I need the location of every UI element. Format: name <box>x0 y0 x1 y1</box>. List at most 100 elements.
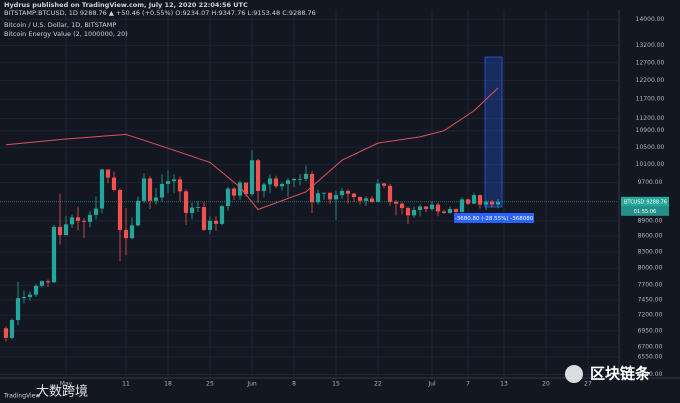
candle-body <box>171 179 177 182</box>
candle-body <box>27 294 33 297</box>
candle-body <box>225 188 231 207</box>
watermark: TradingView <box>3 393 40 400</box>
y-tick-label: 9700.00 <box>638 179 663 186</box>
y-tick-label: 11700.00 <box>636 96 665 103</box>
candle-body <box>39 281 45 286</box>
x-tick-label: 22 <box>374 381 382 388</box>
candle-body <box>165 181 171 184</box>
candle-body <box>267 178 273 185</box>
x-tick-label: Jun <box>246 381 257 388</box>
candle-body <box>303 173 309 179</box>
candle-body <box>111 177 117 190</box>
y-tick-label: 12200.00 <box>636 77 665 84</box>
candle-body <box>147 178 153 201</box>
y-tick-label: 11200.00 <box>636 115 665 122</box>
measure-box <box>484 56 503 208</box>
x-tick-label: 8 <box>292 381 296 388</box>
candle-body <box>135 200 141 226</box>
candle-body <box>273 178 279 187</box>
candle-body <box>321 192 327 194</box>
x-tick-label: 27 <box>584 381 592 388</box>
y-tick-label: 7450.00 <box>638 296 663 303</box>
candle-body <box>345 190 351 194</box>
x-tick-label: 18 <box>164 381 172 388</box>
candle-body <box>327 192 333 200</box>
candle-body <box>333 195 339 200</box>
y-tick-label: 10100.00 <box>636 161 665 168</box>
candle-body <box>387 185 393 202</box>
x-tick-label: May <box>60 381 73 388</box>
chart-title: Bitcoin / U.S. Dollar, 1D, BITSTAMP <box>4 21 116 29</box>
candle-body <box>87 214 93 222</box>
candle-body <box>417 206 423 210</box>
candle-body <box>249 160 255 195</box>
marks <box>0 87 618 342</box>
candle-body <box>21 296 27 299</box>
candle-body <box>129 225 135 239</box>
legend-entry: Bitcoin Energy Value (2, 1000000, 20) <box>4 30 128 38</box>
x-tick-label: 25 <box>206 381 214 388</box>
candle-body <box>15 298 21 321</box>
candle-body <box>483 201 489 205</box>
candle-body <box>297 178 303 180</box>
candle-body <box>471 195 477 204</box>
candle-body <box>123 229 129 239</box>
y-tick-label: 10500.00 <box>636 144 665 151</box>
x-tick-label: 7 <box>466 381 470 388</box>
candle-body <box>45 281 51 283</box>
price-label-value: 9288.76 <box>646 199 667 205</box>
candle-body <box>105 169 111 178</box>
candle-body <box>423 206 429 210</box>
author-line: Hydrus published on TradingView.com, Jul… <box>4 1 248 9</box>
candle-body <box>369 198 375 202</box>
candle-body <box>255 160 261 191</box>
candle-body <box>351 193 357 198</box>
candle-body <box>291 178 297 181</box>
candle-body <box>279 183 285 187</box>
candle-body <box>285 180 291 184</box>
candle-body <box>207 220 213 230</box>
candle-body <box>495 201 501 205</box>
labels: 14000.00 13200.00 12700.00 12200.00 11700.00… <box>60 16 669 388</box>
y-tick-label: 14000.00 <box>636 16 665 23</box>
candle-body <box>33 285 39 295</box>
candle-body <box>375 183 381 202</box>
candle-body <box>183 191 189 213</box>
candle-body <box>69 217 75 225</box>
candle-body <box>405 208 411 216</box>
candle-body <box>429 204 435 210</box>
candle-body <box>489 201 495 205</box>
candle-body <box>441 211 447 213</box>
candle-body <box>243 182 249 195</box>
x-tick-label: 15 <box>332 381 340 388</box>
x-tick-label: Jul <box>427 381 436 388</box>
measure-label: -3680.80 (-28.55%) -368080 <box>455 216 534 222</box>
candle-body <box>363 198 369 201</box>
candle-body <box>357 197 363 201</box>
candle-body <box>453 209 459 212</box>
y-tick-label: 6700.00 <box>638 344 663 351</box>
y-tick-label: 8300.00 <box>638 248 663 255</box>
measure-label-box <box>454 213 534 223</box>
candle-body <box>309 173 315 203</box>
price-label-box <box>621 196 669 207</box>
candle-body <box>75 217 81 221</box>
candle-body <box>213 220 219 224</box>
y-tick-label: 8900.00 <box>638 217 663 224</box>
indicator-line <box>5 87 499 211</box>
watermark-logo <box>565 365 583 383</box>
candle-body <box>315 193 321 203</box>
candle-body <box>141 178 147 201</box>
y-tick-label: 12700.00 <box>636 59 665 66</box>
y-tick-label: 10900.00 <box>636 127 665 134</box>
candle-body <box>3 328 9 338</box>
candle-body <box>57 226 63 236</box>
candle-body <box>93 208 99 215</box>
candle-body <box>219 206 225 224</box>
y-tick-label: 6950.00 <box>638 327 663 334</box>
y-tick-label: 6550.00 <box>638 354 663 361</box>
candle-body <box>99 169 105 209</box>
symbol-line: BITSTAMP:BTCUSD, 1D 9288.76 ▲ +50.46 (+0… <box>4 9 316 17</box>
candle-body <box>9 320 15 338</box>
